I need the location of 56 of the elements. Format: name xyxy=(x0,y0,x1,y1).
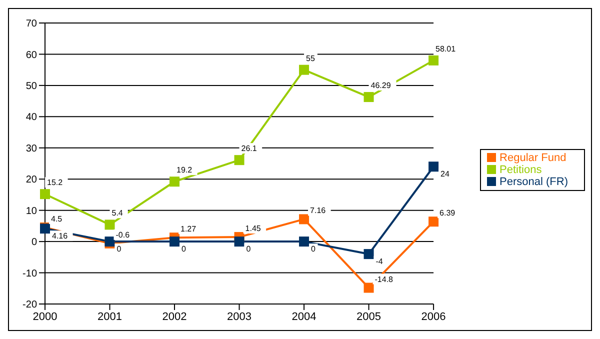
y-tick-label: 70 xyxy=(26,18,38,30)
data-label: 19.2 xyxy=(176,166,193,175)
point xyxy=(170,176,180,187)
point xyxy=(299,64,310,75)
point xyxy=(170,236,180,247)
data-label: 46.29 xyxy=(370,81,392,90)
point xyxy=(40,189,50,200)
data-label: 6.39 xyxy=(440,208,456,218)
legend-label: Petitions xyxy=(500,164,542,176)
y-tick-label: 40 xyxy=(26,112,38,124)
legend-label: Personal (FR) xyxy=(500,176,568,188)
data-label: 15.2 xyxy=(47,178,64,188)
y-tick-label: 20 xyxy=(26,174,38,186)
x-tick-label: 2003 xyxy=(227,310,252,323)
x-tick-label: 2005 xyxy=(356,310,382,323)
data-label: 58.01 xyxy=(436,44,456,54)
x-tick-label: 2004 xyxy=(292,310,316,323)
point xyxy=(299,236,310,247)
point xyxy=(428,216,439,227)
point xyxy=(364,92,374,102)
y-tick-label: 10 xyxy=(26,206,38,217)
data-label: 0 xyxy=(182,244,187,254)
y-tick-label: -20 xyxy=(22,300,38,311)
data-label: 0 xyxy=(116,244,122,254)
legend-label: Regular Fund xyxy=(500,152,566,164)
y-tick-label: -10 xyxy=(22,268,38,280)
data-label: 0 xyxy=(246,244,252,254)
point xyxy=(364,282,374,293)
y-tick-label: 50 xyxy=(26,80,38,92)
data-label: -0.6 xyxy=(116,230,130,240)
data-label: 7.16 xyxy=(310,206,326,216)
data-label: 4.5 xyxy=(51,214,63,224)
x-tick-label: 2006 xyxy=(421,310,446,323)
data-label: 0 xyxy=(311,244,316,254)
point xyxy=(234,155,244,166)
y-tick-label: 30 xyxy=(26,143,38,154)
point xyxy=(104,220,115,230)
point xyxy=(364,249,374,260)
data-label: 5.4 xyxy=(112,208,124,218)
data-label: 4.16 xyxy=(52,232,68,241)
x-tick-label: 2002 xyxy=(162,310,187,323)
y-tick-label: 60 xyxy=(26,50,38,61)
data-label: -14.8 xyxy=(374,274,394,284)
point xyxy=(428,162,439,172)
data-label: 26.1 xyxy=(241,144,258,154)
x-tick-label: 2000 xyxy=(32,310,58,323)
y-tick-label: 0 xyxy=(31,237,38,248)
data-label: -4 xyxy=(376,257,384,266)
point xyxy=(299,214,310,224)
point xyxy=(234,236,244,247)
data-label: 24 xyxy=(440,170,450,179)
x-tick-label: 2001 xyxy=(98,310,122,323)
data-label: 55 xyxy=(306,54,316,63)
data-label: 1.45 xyxy=(245,224,262,234)
point xyxy=(428,55,439,66)
data-label: 1.27 xyxy=(180,224,197,234)
